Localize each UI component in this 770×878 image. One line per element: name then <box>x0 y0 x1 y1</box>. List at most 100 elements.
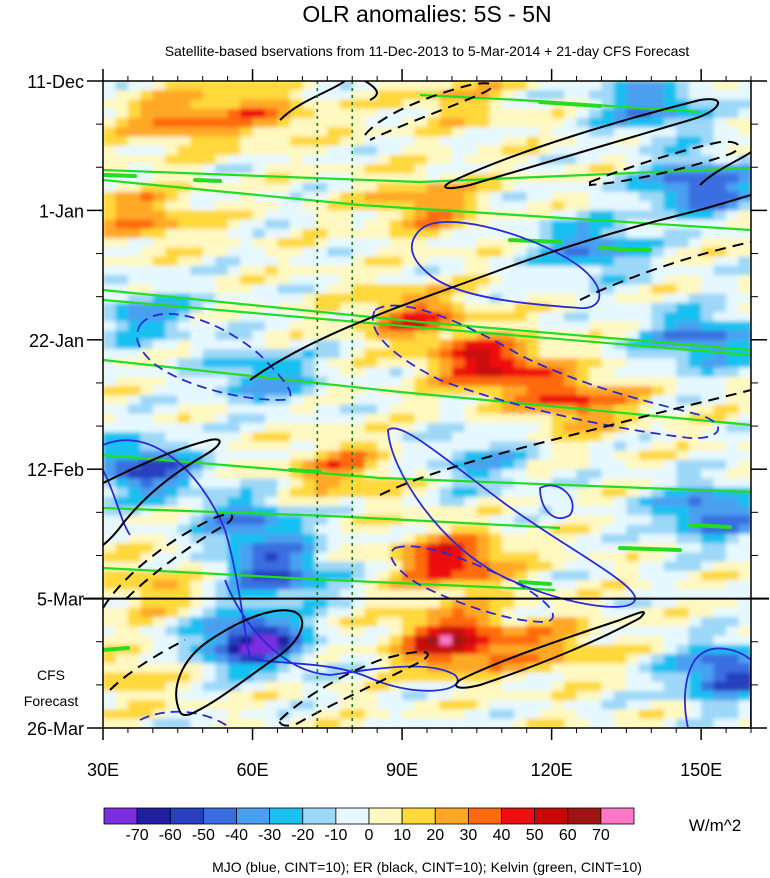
heatmap-cell <box>564 681 578 692</box>
heatmap-cell <box>327 256 341 267</box>
heatmap-cell <box>439 376 453 387</box>
heatmap-cell <box>489 691 503 702</box>
y-tick-label: 26-Mar <box>27 719 84 739</box>
heatmap-cell <box>165 496 179 507</box>
heatmap-cell <box>663 339 678 350</box>
heatmap-cell <box>377 496 391 507</box>
heatmap-cell <box>576 718 590 728</box>
heatmap-cell <box>115 626 129 637</box>
heatmap-cell <box>526 469 540 480</box>
heatmap-cell <box>202 718 216 728</box>
heatmap-cell <box>327 395 341 406</box>
x-tick-label: 60E <box>237 760 269 780</box>
heatmap-cell <box>589 145 603 156</box>
heatmap-cell <box>265 90 279 101</box>
heatmap-cell <box>339 127 354 138</box>
heatmap-cell <box>277 339 291 350</box>
heatmap-cell <box>302 154 316 165</box>
heatmap-cell <box>115 201 129 212</box>
heatmap-cell <box>165 570 179 581</box>
heatmap-cell <box>651 672 665 683</box>
heatmap-cell <box>601 284 615 295</box>
heatmap-cell <box>302 487 316 498</box>
heatmap-cell <box>103 265 117 276</box>
heatmap-cell <box>451 210 466 221</box>
heatmap-cell <box>738 404 751 415</box>
heatmap-cell <box>663 524 678 535</box>
heatmap-cell <box>576 256 590 267</box>
heatmap-cell <box>352 386 366 397</box>
heatmap-cell <box>489 543 503 554</box>
heatmap-cell <box>177 395 192 406</box>
heatmap-cell <box>265 201 279 212</box>
heatmap-cell <box>227 617 241 628</box>
heatmap-cell <box>601 432 615 443</box>
heatmap-cell <box>638 681 653 692</box>
heatmap-cell <box>152 293 167 304</box>
heatmap-cell <box>427 635 441 646</box>
heatmap-cell <box>427 709 441 720</box>
heatmap-cell <box>277 681 291 692</box>
heatmap-cell <box>265 552 279 563</box>
heatmap-cell <box>240 367 254 378</box>
heatmap-cell <box>576 515 590 526</box>
heatmap-cell <box>589 450 603 461</box>
heatmap-cell <box>476 700 491 711</box>
heatmap-cell <box>177 173 192 184</box>
heatmap-cell <box>314 321 329 332</box>
heatmap-cell <box>165 81 179 92</box>
heatmap-cell <box>352 367 366 378</box>
heatmap-cell <box>564 496 578 507</box>
heatmap-cell <box>127 496 142 507</box>
heatmap-cell <box>402 164 416 175</box>
heatmap-cell <box>377 312 391 323</box>
heatmap-cell <box>676 691 690 702</box>
heatmap-cell <box>514 238 528 249</box>
heatmap-cell <box>352 90 366 101</box>
heatmap-cell <box>676 626 690 637</box>
heatmap-cell <box>676 404 690 415</box>
heatmap-cell <box>576 607 590 618</box>
heatmap-cell <box>638 349 653 360</box>
heatmap-cell <box>439 81 453 92</box>
heatmap-cell <box>140 182 154 193</box>
heatmap-cell <box>402 127 416 138</box>
heatmap-cell <box>501 459 516 470</box>
heatmap-cell <box>364 99 378 110</box>
heatmap-cell <box>613 441 628 452</box>
heatmap-cell <box>127 589 142 600</box>
heatmap-cell <box>252 718 266 728</box>
heatmap-cell <box>451 358 466 369</box>
heatmap-cell <box>551 404 565 415</box>
heatmap-cell <box>127 607 142 618</box>
heatmap-cell <box>688 709 702 720</box>
heatmap-cell <box>289 210 304 221</box>
heatmap-cell <box>177 718 192 728</box>
heatmap-cell <box>613 330 628 341</box>
heatmap-cell <box>352 81 366 92</box>
heatmap-cell <box>638 672 653 683</box>
heatmap-cell <box>227 718 241 728</box>
heatmap-cell <box>202 422 216 434</box>
heatmap-cell <box>277 228 291 239</box>
heatmap-cell <box>576 487 590 498</box>
heatmap-cell <box>501 145 516 156</box>
heatmap-cell <box>738 450 751 461</box>
heatmap-cell <box>414 247 428 258</box>
heatmap-cell <box>514 607 528 618</box>
heatmap-cell <box>439 191 453 202</box>
heatmap-cell <box>589 691 603 702</box>
heatmap-cell <box>713 450 727 461</box>
kelvin-contour <box>103 178 751 232</box>
heatmap-cell <box>227 164 241 175</box>
heatmap-cell <box>526 543 540 554</box>
heatmap-cell <box>103 108 117 119</box>
heatmap-cell <box>140 386 154 397</box>
heatmap-cell <box>688 450 702 461</box>
heatmap-cell <box>402 173 416 184</box>
heatmap-cell <box>389 459 403 470</box>
heatmap-cell <box>240 580 254 591</box>
heatmap-cell <box>277 386 291 397</box>
heatmap-cell <box>339 570 354 581</box>
heatmap-cell <box>389 404 403 415</box>
